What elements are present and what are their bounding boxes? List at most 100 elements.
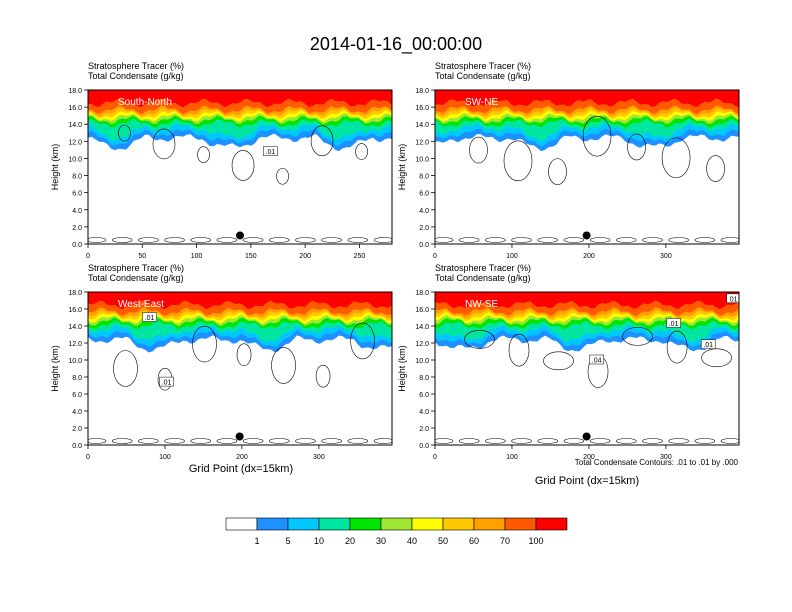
panel-header-condensate: Total Condensate (g/kg) — [435, 273, 531, 283]
condensate-contour — [355, 143, 368, 160]
x-tick-label: 200 — [236, 454, 248, 461]
panel-header-condensate: Total Condensate (g/kg) — [88, 273, 184, 283]
x-tick-label: 0 — [433, 253, 437, 260]
condensate-contour — [668, 237, 689, 243]
condensate-contour — [582, 115, 612, 157]
condensate-contour — [350, 322, 375, 360]
condensate-contour — [720, 438, 739, 444]
colorbar-swatch — [473, 517, 506, 531]
colorbar-label: 60 — [469, 536, 479, 546]
colorbar-swatch — [256, 517, 289, 531]
cross-section-panel: Stratosphere Tracer (%)Total Condensate … — [50, 263, 393, 461]
y-tick-label: 2.0 — [419, 225, 429, 232]
y-tick-label: 10.0 — [415, 358, 429, 365]
condensate-contour — [164, 438, 185, 444]
colorbar-label: 5 — [285, 536, 290, 546]
y-tick-label: 0.0 — [72, 443, 82, 450]
contour-label: .01 — [266, 149, 276, 156]
y-tick-label: 0.0 — [72, 242, 82, 249]
colorbar-label: 30 — [376, 536, 386, 546]
contour-label: .04 — [592, 358, 602, 365]
condensate-contour — [615, 237, 637, 243]
condensate-contour — [268, 438, 290, 444]
location-marker — [236, 231, 244, 240]
y-tick-label: 6.0 — [72, 191, 82, 198]
x-tick-label: 100 — [506, 253, 518, 260]
colorbar-swatch — [225, 517, 258, 531]
condensate-contour — [321, 237, 342, 243]
condensate-contour — [563, 438, 585, 444]
condensate-contour — [310, 125, 334, 157]
condensate-contour — [164, 237, 185, 243]
contour-label-box — [159, 376, 174, 387]
panel-header-condensate: Total Condensate (g/kg) — [435, 71, 531, 81]
y-tick-label: 16.0 — [68, 105, 82, 112]
x-tick-label: 200 — [299, 253, 311, 260]
colorbar-label: 70 — [500, 536, 510, 546]
condensate-contour — [511, 237, 532, 243]
panels-group: Stratosphere Tracer (%)Total Condensate … — [50, 61, 740, 461]
cross-section-panel: Stratosphere Tracer (%)Total Condensate … — [50, 61, 393, 260]
condensate-contour — [118, 124, 131, 142]
condensate-contour — [508, 333, 530, 367]
condensate-contour — [661, 137, 691, 179]
panel-header-condensate: Total Condensate (g/kg) — [88, 71, 184, 81]
y-axis-label: Height (km) — [50, 144, 60, 191]
condensate-contour — [458, 438, 480, 444]
colorbar-label: 20 — [345, 536, 355, 546]
x-tick-label: 150 — [245, 253, 257, 260]
y-tick-label: 8.0 — [72, 375, 82, 382]
condensate-contour — [88, 237, 107, 243]
x-tick-label: 100 — [159, 454, 171, 461]
condensate-contour — [537, 237, 559, 243]
y-tick-label: 10.0 — [68, 358, 82, 365]
condensate-contour — [563, 237, 585, 243]
y-tick-label: 14.0 — [68, 122, 82, 129]
condensate-contour — [615, 438, 637, 444]
panel-frame — [87, 89, 393, 245]
panel-header-tracer: Stratosphere Tracer (%) — [88, 263, 184, 273]
condensate-contour — [666, 330, 688, 364]
colorbar-swatch — [380, 517, 413, 531]
panel-header-tracer: Stratosphere Tracer (%) — [435, 263, 531, 273]
contour-label: .01 — [145, 315, 155, 322]
condensate-contour — [464, 330, 495, 349]
panel-frame — [434, 291, 740, 446]
condensate-contour — [694, 438, 716, 444]
location-marker — [582, 432, 591, 441]
y-tick-label: 12.0 — [415, 341, 429, 348]
x-tick-label: 100 — [191, 253, 203, 260]
y-tick-label: 16.0 — [415, 307, 429, 314]
condensate-contour — [694, 237, 716, 243]
y-tick-label: 14.0 — [415, 324, 429, 331]
contour-label-box — [142, 312, 157, 322]
contour-label: .01 — [669, 321, 679, 328]
y-tick-label: 4.0 — [419, 409, 429, 416]
condensate-contour — [458, 237, 480, 243]
colorbar-swatch — [535, 517, 568, 531]
condensate-contour — [485, 438, 506, 444]
y-tick-label: 14.0 — [415, 122, 429, 129]
condensate-contour — [373, 438, 392, 444]
tracer-field: .01 .01 .04 01 — [435, 292, 739, 445]
y-tick-label: 18.0 — [415, 88, 429, 95]
x-tick-label: 250 — [354, 253, 366, 260]
y-tick-label: 18.0 — [68, 290, 82, 297]
colorbar-swatch — [504, 517, 537, 531]
contour-label-box — [700, 339, 716, 349]
y-tick-label: 8.0 — [419, 375, 429, 382]
x-tick-label: 300 — [660, 454, 672, 461]
colorbar-swatch — [442, 517, 475, 531]
condensate-contour — [111, 237, 133, 243]
colorbar-label: 1 — [254, 536, 259, 546]
contour-label: .01 — [162, 380, 172, 387]
condensate-contour — [435, 438, 454, 444]
contour-label-box — [726, 293, 739, 304]
tracer-band — [435, 292, 739, 310]
y-tick-label: 16.0 — [415, 105, 429, 112]
condensate-contour — [642, 438, 663, 444]
y-tick-label: 2.0 — [419, 426, 429, 433]
y-axis-label: Height (km) — [50, 345, 60, 392]
condensate-contour — [347, 438, 369, 444]
